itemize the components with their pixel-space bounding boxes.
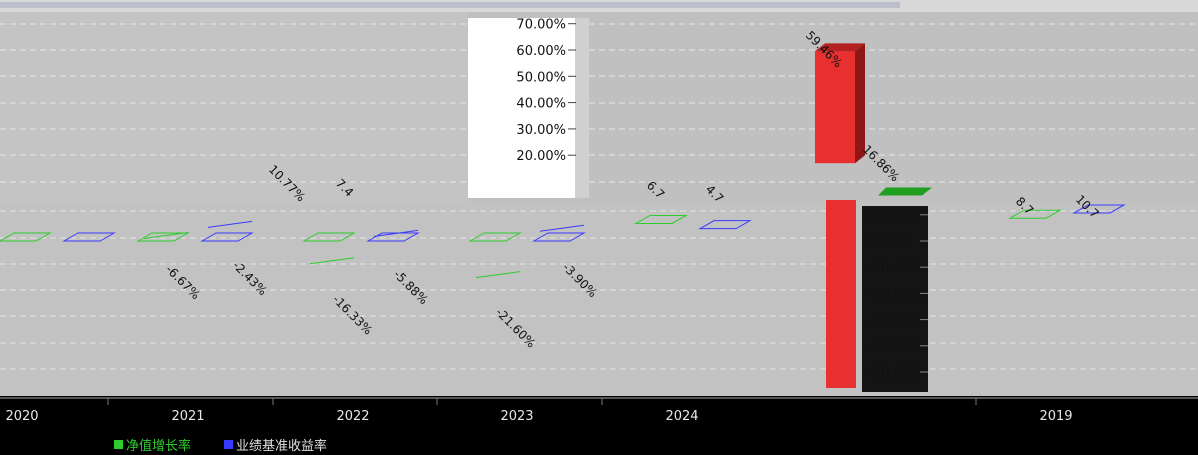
bar-benchmark-big-top xyxy=(878,187,932,196)
bar-flat-bottom xyxy=(539,224,585,232)
bar-flat-bottom xyxy=(143,231,189,239)
y-tick-label-lower: -10.00% xyxy=(868,261,922,276)
title-noise xyxy=(0,2,900,8)
bar-flat-top xyxy=(200,232,254,242)
plot-panel-upper-right xyxy=(589,12,1198,202)
flat-3d-bars-group xyxy=(0,204,1126,279)
y-tick-label-upper: 30.00% xyxy=(516,123,566,138)
y-axis-upper-panel xyxy=(468,18,588,198)
y-tick-label-lower: -40.00% xyxy=(868,340,922,355)
bar-nav-big xyxy=(815,51,855,164)
y-axis-lower-ticks: 10.00% 0.00% -10.00% -20.00% -30.00% -40.00% -… xyxy=(862,206,928,392)
x-tick-label: 2019 xyxy=(1039,409,1072,424)
bar-flat-bottom xyxy=(207,220,253,228)
y-tick-label-lower: 0.00% xyxy=(868,235,909,250)
x-tick-label: 2024 xyxy=(665,409,698,424)
bar-flat-top xyxy=(302,232,356,242)
bar-flat-top xyxy=(532,232,586,242)
y-axis-upper-wall xyxy=(575,18,589,198)
bar-nav-big-side xyxy=(855,43,865,164)
y-tick-label-upper: 20.00% xyxy=(516,149,566,164)
bar-nav-big-lower xyxy=(826,200,856,388)
y-tick-label-lower: -30.00% xyxy=(868,314,922,329)
bar-flat-top xyxy=(634,214,688,224)
y-tick-label-lower: 10.00% xyxy=(868,209,918,224)
bar-flat-top xyxy=(468,232,522,242)
y-tick-label-upper: 40.00% xyxy=(516,97,566,112)
legend-swatch-nav xyxy=(114,440,123,449)
x-tick-label: 2023 xyxy=(500,409,533,424)
y-axis-upper-ticks: 70.00% 60.00% 50.00% 40.00% 30.00% 20.00% xyxy=(516,18,576,164)
legend-box xyxy=(112,435,370,455)
x-axis-ticks: 2020 2021 2022 2023 2024 2019 xyxy=(5,398,1073,424)
plot-panel-lower xyxy=(0,202,1198,396)
legend-label-benchmark: 业绩基准收益率 xyxy=(236,438,327,454)
x-tick-label: 2021 xyxy=(171,409,204,424)
bar-flat-top xyxy=(136,232,190,242)
y-tick-label-upper: 50.00% xyxy=(516,70,566,85)
bar-nav-big-top xyxy=(815,43,865,52)
bar-flat-top xyxy=(1072,204,1126,214)
y-axis-lower-panel xyxy=(862,206,928,392)
y-tick-label-upper: 60.00% xyxy=(516,44,566,59)
bar-flat-top xyxy=(62,232,116,242)
y-tick-label-lower: -50.00% xyxy=(868,366,922,381)
bar-flat-top xyxy=(698,220,752,230)
bar-flat-bottom xyxy=(309,257,355,265)
legend-label-nav: 净值增长率 xyxy=(126,438,191,454)
y-tick-label-upper: 70.00% xyxy=(516,18,566,33)
bar-flat-bottom xyxy=(373,229,419,237)
bar-flat-bottom xyxy=(475,271,521,279)
x-tick-label: 2022 xyxy=(336,409,369,424)
x-tick-label: 2020 xyxy=(5,409,38,424)
bar-flat-top xyxy=(0,232,52,242)
plot-panel-upper-left xyxy=(0,12,468,202)
legend-swatch-benchmark xyxy=(224,440,233,449)
legend: 净值增长率 业绩基准收益率 xyxy=(112,435,370,455)
bars-group xyxy=(815,43,932,388)
y-tick-label-lower: -20.00% xyxy=(868,287,922,302)
bar-flat-top xyxy=(1008,209,1062,219)
